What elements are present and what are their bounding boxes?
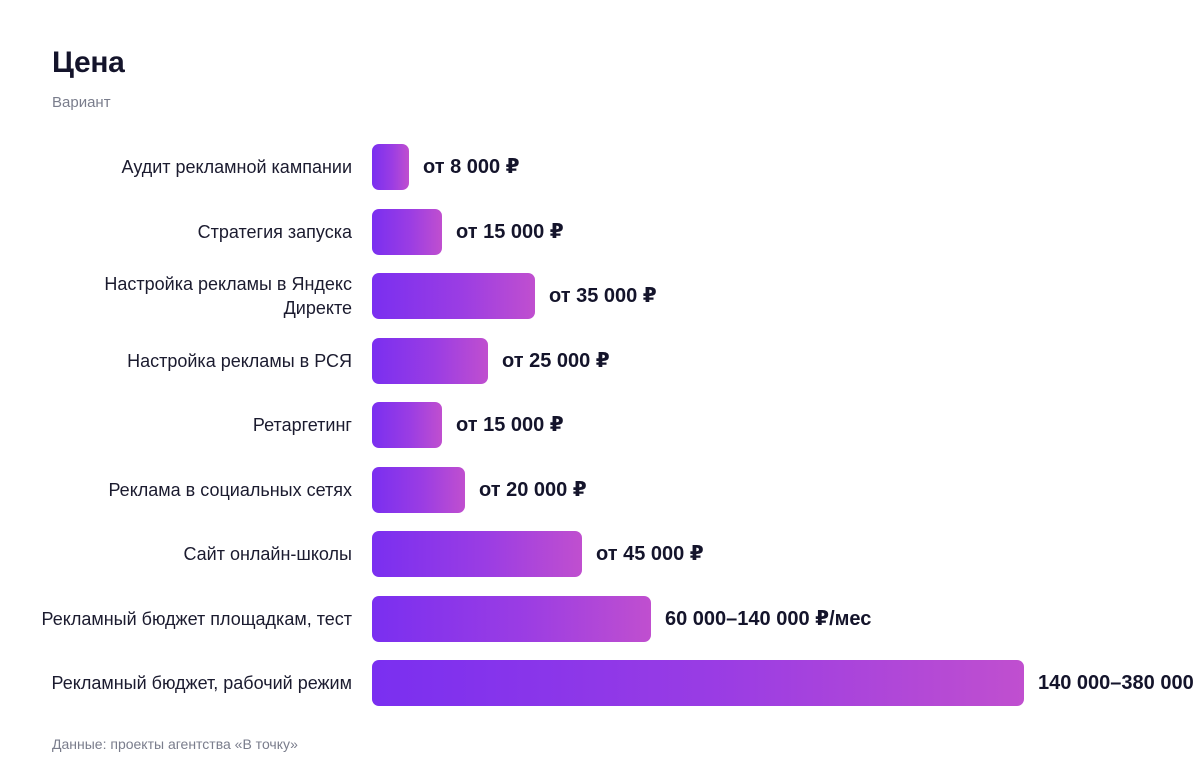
category-label: Настройка рекламы в РСЯ (127, 351, 352, 371)
bar (372, 596, 651, 642)
bar (372, 402, 442, 448)
category-label: Сайт онлайн-школы (183, 544, 352, 564)
category-label: Ретаргетинг (252, 415, 352, 435)
data-label: от 35 000 ₽ (549, 285, 657, 307)
category-label: Рекламный бюджет, рабочий режим (51, 673, 352, 693)
data-label: от 15 000 ₽ (456, 414, 564, 436)
category-label: Рекламный бюджет площадкам, тест (41, 609, 352, 629)
data-label: от 15 000 ₽ (456, 221, 564, 243)
chart-title: Цена (52, 46, 125, 79)
category-label: Стратегия запуска (197, 222, 352, 242)
data-label: 60 000–140 000 ₽/мес (665, 608, 872, 630)
data-label: 140 000–380 000 (1038, 672, 1194, 694)
bar (372, 660, 1024, 706)
bar (372, 467, 465, 513)
bar (372, 531, 582, 577)
data-label: от 25 000 ₽ (502, 350, 610, 372)
bar (372, 209, 442, 255)
bar (372, 338, 488, 384)
category-label: Реклама в социальных сетях (108, 480, 352, 500)
category-label: Настройка рекламы в Яндекс Директе (104, 274, 352, 318)
chart-subtitle: Вариант (52, 94, 111, 111)
data-label: от 45 000 ₽ (596, 543, 704, 565)
data-source-note: Данные: проекты агентства «В точку» (52, 736, 298, 752)
category-label: Аудит рекламной кампании (121, 157, 352, 177)
bar (372, 273, 535, 319)
bar (372, 144, 409, 190)
data-label: от 20 000 ₽ (479, 479, 587, 501)
data-label: от 8 000 ₽ (423, 156, 520, 178)
